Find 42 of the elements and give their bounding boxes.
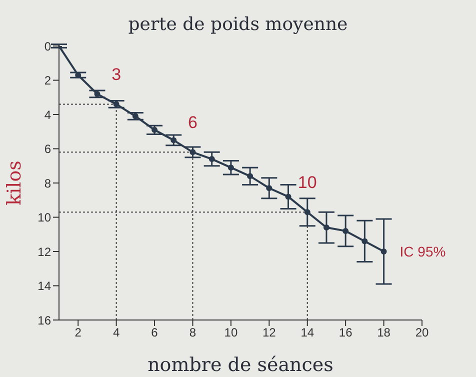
y-tick-label: 14: [38, 279, 52, 294]
point: [362, 238, 368, 244]
y-tick-label: 6: [44, 142, 52, 156]
x-tick-label: 18: [377, 326, 391, 340]
point: [190, 149, 196, 156]
y-tick-label: 10: [38, 210, 52, 225]
y-axis-title: kilos: [4, 160, 26, 206]
point: [323, 224, 330, 231]
x-tick-label: 2: [74, 326, 82, 340]
y-tick-label: 12: [38, 244, 52, 259]
point: [228, 164, 234, 171]
x-tick-label: 4: [112, 326, 120, 340]
x-tick-label: 14: [300, 326, 314, 340]
y-tick-label: 0: [44, 39, 52, 54]
point: [247, 173, 254, 180]
annotation: 10: [298, 173, 317, 192]
point: [170, 137, 177, 144]
point: [132, 113, 138, 120]
x-tick-label: 12: [262, 326, 276, 340]
x-tick-label: 10: [224, 326, 238, 340]
x-axis-title: nombre de séances: [148, 354, 334, 376]
annotation: 6: [188, 113, 198, 132]
point: [342, 228, 349, 234]
y-tick-label: 2: [44, 74, 52, 88]
point: [266, 185, 272, 192]
annotation: 3: [112, 65, 122, 84]
x-tick-label: 6: [151, 326, 158, 340]
point: [94, 90, 100, 97]
point: [152, 126, 158, 133]
chart-title: perte de poids moyenne: [127, 14, 349, 35]
point: [304, 209, 310, 216]
point: [285, 194, 292, 200]
point: [113, 101, 120, 108]
x-tick-label: 20: [415, 326, 429, 340]
x-tick-label: 16: [338, 326, 353, 340]
point: [380, 248, 387, 254]
annotation: IC 95%: [400, 243, 446, 260]
y-tick-label: 8: [44, 176, 52, 190]
y-tick-label: 4: [44, 108, 52, 122]
point: [208, 156, 215, 162]
x-tick-label: 8: [189, 326, 196, 340]
y-tick-label: 16: [38, 313, 52, 328]
